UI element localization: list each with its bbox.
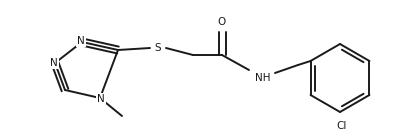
Text: N: N (77, 36, 85, 46)
Text: N: N (50, 58, 58, 68)
Text: N: N (97, 94, 105, 104)
Text: O: O (218, 17, 226, 27)
Text: NH: NH (255, 73, 271, 83)
Text: Cl: Cl (337, 121, 347, 131)
Text: S: S (155, 43, 161, 53)
